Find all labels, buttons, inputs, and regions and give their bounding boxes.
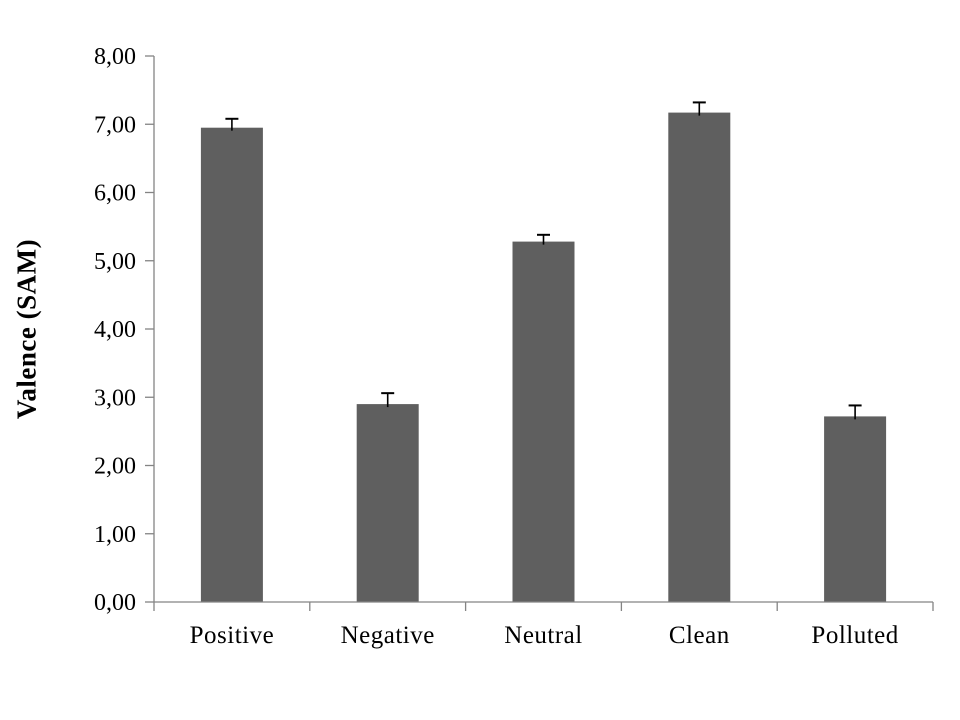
x-category-label: Polluted bbox=[811, 622, 898, 649]
y-tick-label: 6,00 bbox=[94, 181, 136, 207]
bar-neutral bbox=[512, 241, 575, 602]
x-category-label: Positive bbox=[190, 622, 275, 649]
plot-area: 0,00 1,00 2,00 3,00 4,00 5,00 6,00 7,00 8,00 Posi… bbox=[94, 44, 934, 649]
bar-positive bbox=[200, 127, 263, 602]
y-axis-title: Valence (SAM) bbox=[11, 238, 42, 420]
x-category-label: Clean bbox=[669, 622, 730, 649]
y-tick-label: 8,00 bbox=[94, 44, 136, 70]
y-tick-label: 0,00 bbox=[94, 590, 136, 616]
y-tick-label: 1,00 bbox=[94, 522, 136, 548]
y-tick-label: 4,00 bbox=[94, 317, 136, 343]
bar-negative bbox=[356, 404, 419, 602]
y-tick-label: 2,00 bbox=[94, 454, 136, 480]
x-category-label: Neutral bbox=[504, 622, 582, 649]
y-tick-label: 5,00 bbox=[94, 249, 136, 275]
bar-clean bbox=[668, 112, 731, 602]
y-tick-label: 3,00 bbox=[94, 385, 136, 411]
bar-polluted bbox=[824, 416, 887, 602]
y-tick-label: 7,00 bbox=[94, 112, 136, 138]
x-category-label: Negative bbox=[341, 622, 435, 649]
